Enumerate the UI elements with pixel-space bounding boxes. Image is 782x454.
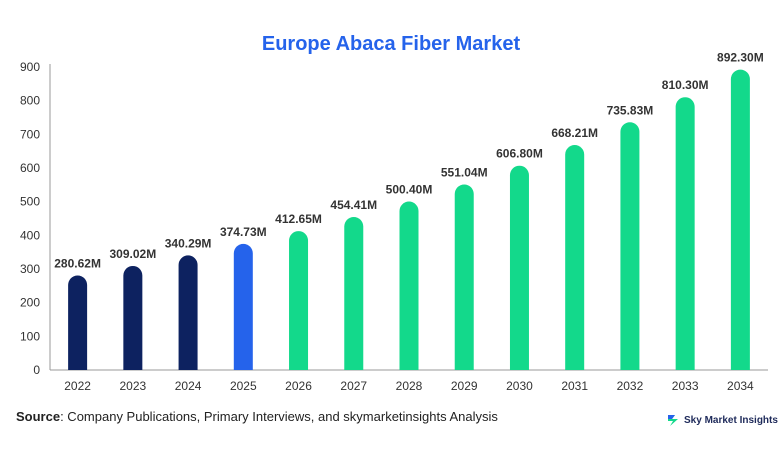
data-label: 374.73M <box>220 225 267 239</box>
x-tick-label: 2030 <box>506 379 533 393</box>
data-label: 412.65M <box>275 212 322 226</box>
bar-2023 <box>123 265 143 370</box>
bar-2033 <box>675 97 695 370</box>
bar-2027 <box>344 217 364 370</box>
y-tick-label: 200 <box>20 296 40 310</box>
y-tick-label: 400 <box>20 228 40 242</box>
x-tick-label: 2026 <box>285 379 312 393</box>
x-tick-label: 2029 <box>451 379 478 393</box>
y-tick-label: 300 <box>20 262 40 276</box>
source-text: : Company Publications, Primary Intervie… <box>60 409 498 424</box>
data-label: 454.41M <box>330 198 377 212</box>
bar-2025 <box>233 243 253 370</box>
y-tick-label: 500 <box>20 195 40 209</box>
source-label: Source <box>16 409 61 424</box>
bars <box>68 69 750 370</box>
bar-2030 <box>509 165 529 370</box>
x-tick-label: 2025 <box>230 379 257 393</box>
y-tick-label: 600 <box>20 161 40 175</box>
x-tick-label: 2027 <box>340 379 367 393</box>
logo-text: Sky Market Insights <box>684 414 778 426</box>
data-label: 892.30M <box>717 51 764 65</box>
data-label: 551.04M <box>441 165 488 179</box>
y-tick-label: 800 <box>20 94 40 108</box>
x-tick-label: 2022 <box>64 379 91 393</box>
bar-2022 <box>68 275 88 370</box>
axes: 0 100 200 300 400 500 600 700 800 900 2022 2023 2024… <box>20 60 768 393</box>
y-tick-label: 900 <box>20 60 40 74</box>
bar-2034 <box>730 69 750 370</box>
data-label: 500.40M <box>386 183 433 197</box>
bar-2028 <box>399 201 419 370</box>
bar-2029 <box>454 184 474 370</box>
x-tick-label: 2033 <box>672 379 699 393</box>
x-tick-label: 2031 <box>561 379 588 393</box>
data-label: 668.21M <box>551 126 598 140</box>
bar-2032 <box>620 122 640 370</box>
data-label: 810.30M <box>662 78 709 92</box>
x-tick-label: 2032 <box>617 379 644 393</box>
data-label: 309.02M <box>109 247 156 261</box>
sky-market-insights-logo-icon <box>668 415 678 426</box>
data-labels: 280.62M 309.02M 340.29M 374.73M 412.65M 454.4… <box>54 51 763 271</box>
x-tick-label: 2034 <box>727 379 754 393</box>
bar-2031 <box>565 145 585 370</box>
data-label: 340.29M <box>165 236 212 250</box>
source-note: Source: Company Publications, Primary In… <box>16 409 498 424</box>
y-tick-label: 0 <box>33 363 40 377</box>
brand-logo: Sky Market Insights <box>666 413 778 427</box>
y-tick-label: 100 <box>20 329 40 343</box>
bar-2024 <box>178 255 198 370</box>
y-tick-label: 700 <box>20 127 40 141</box>
data-label: 606.80M <box>496 147 543 161</box>
chart-title: Europe Abaca Fiber Market <box>261 33 521 55</box>
data-label: 280.62M <box>54 257 101 271</box>
data-label: 735.83M <box>607 103 654 117</box>
x-tick-label: 2024 <box>175 379 202 393</box>
x-tick-label: 2023 <box>119 379 146 393</box>
bar-2026 <box>289 231 309 370</box>
x-tick-label: 2028 <box>396 379 423 393</box>
